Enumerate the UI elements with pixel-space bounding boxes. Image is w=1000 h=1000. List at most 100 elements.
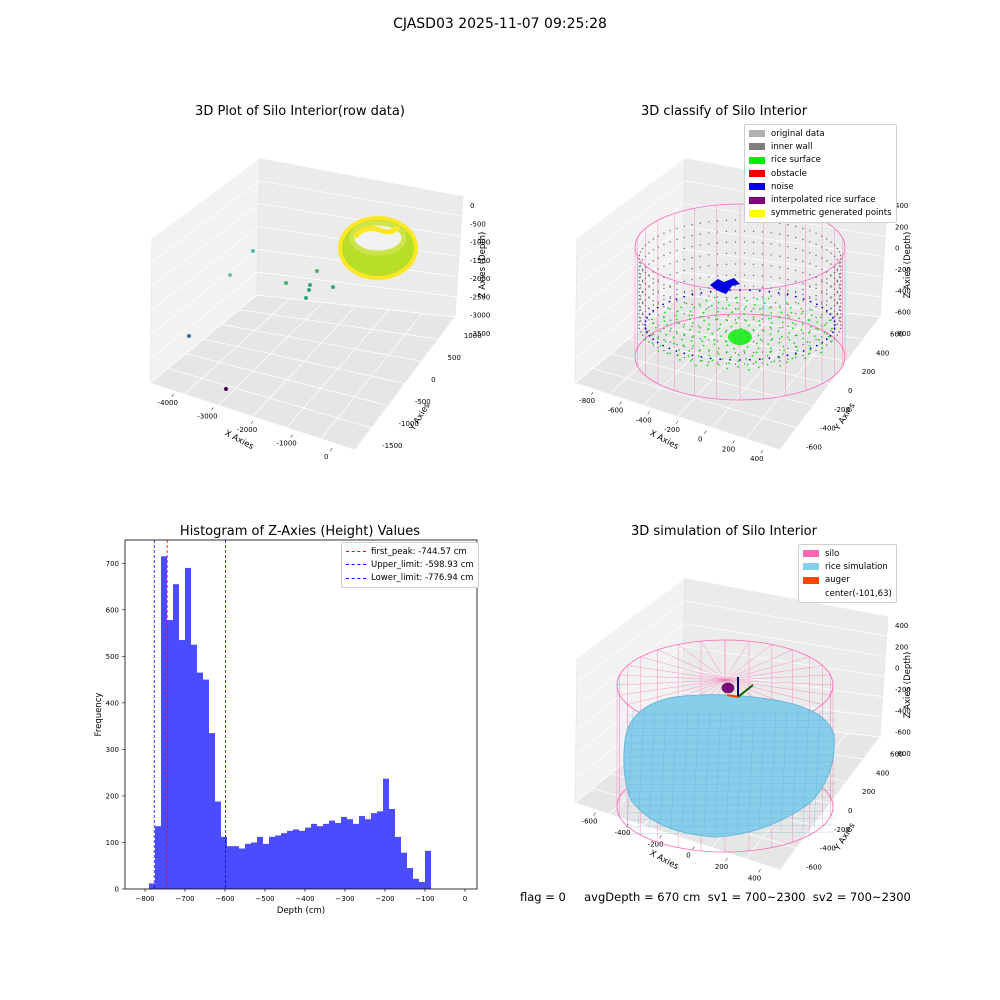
cls-inner-wall-point <box>669 285 671 287</box>
cls-inner-wall-point <box>725 230 728 233</box>
histogram-bar <box>149 883 155 889</box>
cls-inner-wall-point <box>833 305 836 307</box>
cls-noise-point <box>749 289 751 292</box>
cls-rice-surface-point <box>792 327 794 330</box>
cls-rice-surface-point <box>730 325 733 328</box>
cls-rice-surface-point <box>767 343 769 345</box>
sim-rice-mesh <box>802 709 810 831</box>
cls-inner-wall-point <box>802 299 804 302</box>
cls-inner-wall-point <box>663 327 665 330</box>
histogram-bar <box>353 823 359 889</box>
histogram-y-tick-label: 0 <box>115 886 119 894</box>
cls-inner-wall-point <box>663 287 665 290</box>
cls-inner-wall-point <box>839 254 842 257</box>
cls-inner-wall-point <box>652 238 654 240</box>
cls-y-tick-label: -400 <box>820 425 836 433</box>
histogram-x-tick-label: 0 <box>463 895 467 903</box>
cls-inner-wall-point <box>809 297 811 299</box>
cls-inner-wall-point <box>652 293 654 295</box>
cls-inner-wall-point <box>669 286 671 288</box>
cls-inner-wall-point <box>815 305 817 308</box>
sim-roof-wire <box>657 649 726 681</box>
cls-inner-wall-point <box>708 243 710 245</box>
cls-inner-wall-point <box>770 361 772 363</box>
raw-grid-line <box>259 157 464 197</box>
cls-inner-wall-point <box>836 268 839 271</box>
cls-inner-wall-point <box>770 295 772 297</box>
raw-data-point <box>331 285 335 289</box>
cls-inner-wall-point <box>809 319 811 321</box>
cls-grid-line <box>681 294 881 318</box>
cls-inner-wall-point <box>683 323 686 326</box>
cls-inner-wall-point <box>652 271 654 273</box>
cls-inner-wall-point <box>821 279 823 281</box>
cls-inner-wall-point <box>833 272 836 274</box>
classify-legend-label: interpolated rice surface <box>771 195 876 206</box>
simulation-legend-entry: center(-101,63) <box>803 587 892 600</box>
cls-inner-wall-point <box>836 323 839 326</box>
sim-z-tick-label: -400 <box>895 707 911 715</box>
cls-rice-surface-point <box>687 355 690 357</box>
cls-noise-point <box>691 293 694 296</box>
cls-inner-wall-point <box>761 307 764 309</box>
cls-rice-surface-point <box>824 324 826 327</box>
cls-y-tick-label: 400 <box>876 349 889 357</box>
cls-noise-point <box>825 309 828 312</box>
histogram-bar <box>371 813 377 889</box>
raw-z-tick-label: -2500 <box>470 293 490 301</box>
raw-y-tick-label: -1000 <box>399 420 419 428</box>
cls-inner-wall-point <box>821 314 823 316</box>
raw-z-tick-label: -500 <box>470 220 486 228</box>
cls-inner-wall-point <box>648 252 650 254</box>
sim-rice-mesh <box>813 709 821 831</box>
cls-inner-wall-point <box>639 262 642 264</box>
cls-inner-wall-point <box>794 301 797 304</box>
cls-inner-wall-point <box>802 282 804 285</box>
cls-inner-wall-point <box>836 290 839 293</box>
cls-rice-surface-point <box>701 360 703 362</box>
histogram-bar <box>317 826 323 889</box>
cls-rice-surface-point <box>717 353 720 356</box>
cls-inner-wall-point <box>838 265 841 267</box>
cls-inner-wall-point <box>833 338 836 340</box>
sim-y-tick-label: 600 <box>890 750 903 758</box>
cls-inner-wall-point <box>708 339 710 341</box>
cls-inner-wall-point <box>708 265 710 267</box>
sim-roof-wire <box>700 640 726 681</box>
sim-rice-mesh <box>624 810 836 814</box>
cls-grid-line <box>576 157 686 239</box>
cls-inner-wall-point <box>669 230 671 232</box>
cls-inner-wall-point <box>821 246 823 248</box>
cls-inner-wall-point <box>644 294 647 296</box>
classify-legend-label: obstacle <box>771 168 807 179</box>
raw-x-tick-mark <box>171 393 175 397</box>
cls-noise-point <box>758 289 761 292</box>
cls-inner-wall-point <box>838 262 841 264</box>
cls-inner-wall-point <box>699 222 702 224</box>
histogram-bar <box>395 836 401 889</box>
cls-inner-wall-point <box>648 241 650 243</box>
cls-x-tick-label: -400 <box>636 416 652 424</box>
cls-inner-wall-point <box>699 244 702 246</box>
cls-inner-wall-point <box>638 320 641 323</box>
histogram-legend-swatch <box>346 551 366 553</box>
sim-x-tick-label: 200 <box>715 863 728 871</box>
cls-x-tick-mark <box>619 401 622 405</box>
cls-rice-surface-point <box>733 347 735 350</box>
cls-inner-wall-point <box>641 302 644 305</box>
classify-legend-entry: noise <box>749 180 892 193</box>
histogram-y-tick-label: 300 <box>106 746 119 754</box>
raw-y-tick-label: 0 <box>431 376 435 384</box>
cls-grid-line <box>779 316 881 451</box>
cls-inner-wall-point <box>657 290 659 292</box>
cls-inner-wall-point <box>641 258 644 261</box>
cls-inner-wall-point <box>787 256 789 259</box>
cls-inner-wall-point <box>638 280 640 282</box>
cls-rice-surface-point <box>793 342 796 344</box>
cls-inner-wall-point <box>809 330 811 332</box>
cls-noise-point <box>802 298 805 300</box>
cls-inner-wall-point <box>683 280 686 283</box>
cls-inner-wall-point <box>839 309 842 312</box>
cls-inner-wall-point <box>638 265 641 268</box>
raw-x-tick-mark <box>329 448 333 452</box>
